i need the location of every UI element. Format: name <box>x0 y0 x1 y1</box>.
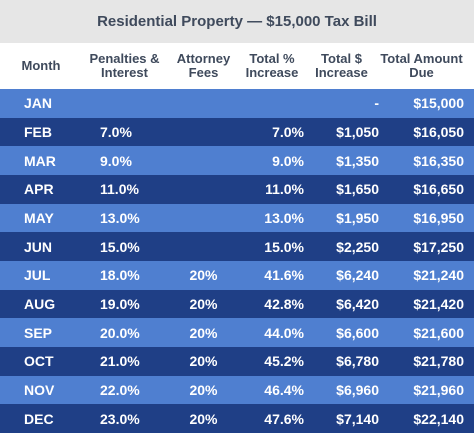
cell-penalties: 20.0% <box>100 324 140 341</box>
table-row: JUL 18.0% 20% 41.6% $6,240 $21,240 <box>0 260 474 290</box>
cell-pct-increase: 47.6% <box>264 410 304 427</box>
table-row: MAR 9.0% 9.0% $1,350 $16,350 <box>0 146 474 175</box>
cell-month: NOV <box>24 381 55 398</box>
cell-usd-increase: $7,140 <box>336 410 379 427</box>
header-attorney: Attorney Fees <box>176 51 231 80</box>
header-pct-increase: Total % Increase <box>245 51 299 80</box>
cell-penalties: 22.0% <box>100 381 140 398</box>
cell-amount-due: $22,140 <box>413 410 464 427</box>
cell-amount-due: $17,250 <box>413 238 464 255</box>
cell-pct-increase: 15.0% <box>264 238 304 255</box>
cell-usd-increase: $2,250 <box>336 238 379 255</box>
cell-month: SEP <box>24 324 53 341</box>
cell-penalties: 9.0% <box>100 152 132 169</box>
table-row: SEP 20.0% 20% 44.0% $6,600 $21,600 <box>0 318 474 347</box>
cell-amount-due: $16,050 <box>413 123 464 140</box>
cell-pct-increase: 42.8% <box>264 295 304 312</box>
cell-usd-increase: $1,350 <box>336 152 379 169</box>
header-row: Month Penalties & Interest Attorney Fees… <box>0 43 474 89</box>
cell-penalties: 11.0% <box>100 181 139 198</box>
table-title-text: Residential Property — $15,000 Tax Bill <box>97 13 377 30</box>
cell-month: JAN <box>24 95 53 112</box>
cell-penalties: 13.0% <box>100 209 140 226</box>
cell-usd-increase: $1,950 <box>336 209 379 226</box>
cell-month: JUL <box>24 267 51 284</box>
table-row: APR 11.0% 11.0% $1,650 $16,650 <box>0 174 474 204</box>
cell-pct-increase: 45.2% <box>264 353 304 370</box>
cell-amount-due: $16,350 <box>413 152 464 169</box>
cell-usd-increase: $6,600 <box>336 324 379 341</box>
cell-amount-due: $16,950 <box>413 209 464 226</box>
cell-pct-increase: 13.0% <box>264 209 304 226</box>
header-penalties: Penalties & Interest <box>89 51 160 80</box>
cell-usd-increase: $6,960 <box>336 381 379 398</box>
cell-month: MAY <box>24 209 54 226</box>
cell-month: DEC <box>24 410 54 427</box>
cell-month: MAR <box>24 152 56 169</box>
table-row: MAY 13.0% 13.0% $1,950 $16,950 <box>0 203 474 233</box>
cell-penalties: 7.0% <box>100 123 132 140</box>
cell-usd-increase: $1,650 <box>336 181 379 198</box>
cell-usd-increase: $6,780 <box>336 353 379 370</box>
cell-amount-due: $21,420 <box>413 295 464 312</box>
cell-usd-increase: - <box>374 95 379 112</box>
table-body: JAN - $15,000 FEB 7.0% 7.0% $1,050 $16,0… <box>0 89 474 433</box>
header-amount-due: Total Amount Due <box>380 51 463 80</box>
cell-penalties: 23.0% <box>100 410 140 427</box>
cell-penalties: 19.0% <box>100 295 140 312</box>
cell-month: OCT <box>24 353 54 370</box>
cell-penalties: 15.0% <box>100 238 140 255</box>
table-row: JAN - $15,000 <box>0 89 474 118</box>
cell-penalties: 18.0% <box>100 267 140 284</box>
cell-amount-due: $21,780 <box>413 353 464 370</box>
table-row: JUN 15.0% 15.0% $2,250 $17,250 <box>0 232 474 261</box>
cell-amount-due: $16,650 <box>413 181 464 198</box>
cell-pct-increase: 41.6% <box>264 267 304 284</box>
table-row: OCT 21.0% 20% 45.2% $6,780 $21,780 <box>0 346 474 376</box>
cell-month: AUG <box>24 295 56 312</box>
cell-month: JUN <box>24 238 53 255</box>
cell-pct-increase: 46.4% <box>264 381 304 398</box>
cell-attorney: 20% <box>189 267 218 284</box>
cell-usd-increase: $6,240 <box>336 267 379 284</box>
header-usd-increase: Total $ Increase <box>315 51 368 80</box>
cell-usd-increase: $6,420 <box>336 295 379 312</box>
header-month: Month <box>21 58 61 73</box>
cell-pct-increase: 7.0% <box>272 123 304 140</box>
cell-amount-due: $15,000 <box>413 95 464 112</box>
cell-pct-increase: 11.0% <box>265 181 304 198</box>
cell-month: FEB <box>24 123 52 140</box>
table-row: FEB 7.0% 7.0% $1,050 $16,050 <box>0 117 474 147</box>
cell-amount-due: $21,600 <box>413 324 464 341</box>
cell-pct-increase: 44.0% <box>264 324 304 341</box>
cell-amount-due: $21,240 <box>413 267 464 284</box>
table-title: Residential Property — $15,000 Tax Bill <box>0 0 474 43</box>
table-row: NOV 22.0% 20% 46.4% $6,960 $21,960 <box>0 375 474 405</box>
cell-attorney: 20% <box>189 295 218 312</box>
cell-pct-increase: 9.0% <box>272 152 304 169</box>
cell-attorney: 20% <box>189 381 218 398</box>
cell-penalties: 21.0% <box>100 353 140 370</box>
table-row: DEC 23.0% 20% 47.6% $7,140 $22,140 <box>0 404 474 433</box>
cell-attorney: 20% <box>189 324 218 341</box>
cell-amount-due: $21,960 <box>413 381 464 398</box>
table-row: AUG 19.0% 20% 42.8% $6,420 $21,420 <box>0 289 474 319</box>
cell-usd-increase: $1,050 <box>336 123 379 140</box>
cell-attorney: 20% <box>189 410 218 427</box>
cell-month: APR <box>24 181 54 198</box>
cell-attorney: 20% <box>189 353 218 370</box>
